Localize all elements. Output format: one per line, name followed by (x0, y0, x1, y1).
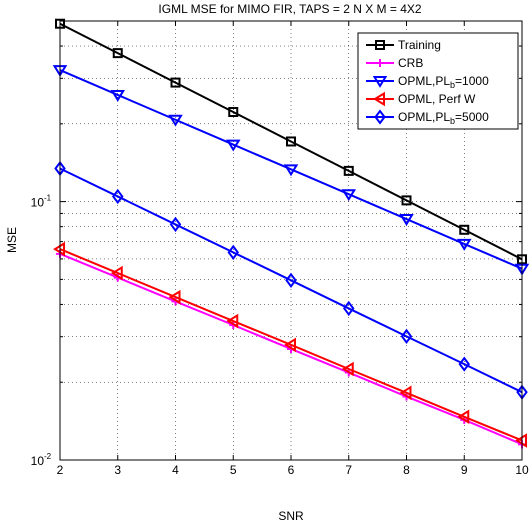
data-point (169, 216, 182, 233)
data-point (283, 164, 299, 177)
x-axis-label: SNR (278, 509, 304, 523)
legend-entry: OPML,PLb=1000 (366, 74, 489, 90)
x-tick-label: 6 (288, 463, 295, 477)
y-tick-labels: 10-110-2 (31, 194, 52, 468)
data-point (401, 195, 412, 206)
legend-label-tail: =1000 (455, 74, 489, 88)
data-point (168, 289, 181, 305)
legend-label-main: OPML,PL (398, 74, 450, 88)
legend-label-tail: =5000 (455, 110, 489, 124)
data-point (457, 409, 470, 425)
series-opml-perf-w (53, 241, 527, 448)
legend-entry: CRB (366, 56, 423, 70)
x-tick-label: 10 (515, 463, 529, 477)
data-point (456, 238, 472, 251)
legend-swatch-marker (376, 59, 384, 67)
series-layer (52, 18, 529, 449)
legend-label: OPML,PLb=1000 (398, 74, 489, 90)
series-line (59, 167, 523, 394)
legend-label-subscript: b (450, 80, 455, 90)
axis-ticks (59, 20, 523, 461)
legend-label: OPML,PLb=5000 (398, 110, 489, 126)
y-tick-exponent: -2 (44, 452, 52, 461)
data-point (400, 328, 413, 345)
legend-swatch-marker (372, 76, 388, 88)
legend-swatch-marker (373, 91, 385, 107)
legend-entry: Training (366, 38, 441, 52)
y-tick-label: 10 -1 (31, 194, 52, 210)
y-tick-base: 10 (31, 454, 45, 468)
data-point (110, 265, 123, 281)
x-tick-label: 8 (403, 463, 410, 477)
data-point (399, 385, 412, 401)
x-tick-label: 4 (172, 463, 179, 477)
data-point (112, 188, 124, 205)
data-point (170, 77, 181, 88)
series-line (59, 22, 523, 261)
legend-label: OPML, Perf W (398, 92, 476, 106)
x-tick-label: 9 (461, 463, 468, 477)
data-point (286, 136, 296, 147)
series-training (55, 18, 527, 265)
series-line (59, 69, 523, 270)
data-point (285, 272, 297, 288)
data-point (227, 244, 240, 261)
data-point (343, 165, 354, 176)
y-axis-label: MSE (5, 227, 19, 253)
series-line (59, 248, 523, 442)
legend-label-main: OPML, Perf W (398, 92, 476, 106)
data-point (226, 313, 239, 329)
legend-label: Training (398, 38, 441, 52)
data-point (459, 224, 470, 235)
legend-entry: OPML, Perf W (366, 91, 476, 107)
series-opml-pl-b-1000 (52, 65, 529, 276)
x-tick-label: 2 (57, 463, 64, 477)
legend-label-main: CRB (398, 56, 423, 70)
y-tick-exponent: -1 (44, 194, 52, 203)
x-tick-label: 3 (114, 463, 121, 477)
data-point (228, 107, 239, 118)
data-point (284, 337, 296, 353)
legend-swatch-marker (375, 40, 385, 50)
legend-swatch-marker (374, 109, 386, 125)
data-point (399, 214, 414, 226)
legend-label-subscript: b (450, 116, 455, 126)
legend-label-main: OPML,PL (398, 110, 450, 124)
data-point (168, 114, 183, 127)
data-point (112, 48, 123, 59)
x-tick-label: 7 (345, 463, 352, 477)
legend-label-main: Training (398, 38, 441, 52)
y-tick-label: 10 -2 (31, 452, 52, 468)
legend-entry: OPML,PLb=5000 (366, 109, 489, 126)
data-point (458, 356, 470, 372)
x-tick-label: 5 (230, 463, 237, 477)
x-tick-labels: 2 3 4 5 6 7 8 9 10 (57, 463, 529, 477)
data-point (341, 361, 354, 377)
data-point (341, 189, 357, 202)
legend-label: CRB (398, 56, 423, 70)
data-point (343, 300, 355, 317)
data-point (225, 139, 241, 152)
data-point (110, 89, 126, 102)
chart-title: IGML MSE for MIMO FIR, TAPS = 2 N X M = … (158, 2, 422, 16)
y-tick-base: 10 (31, 196, 45, 210)
